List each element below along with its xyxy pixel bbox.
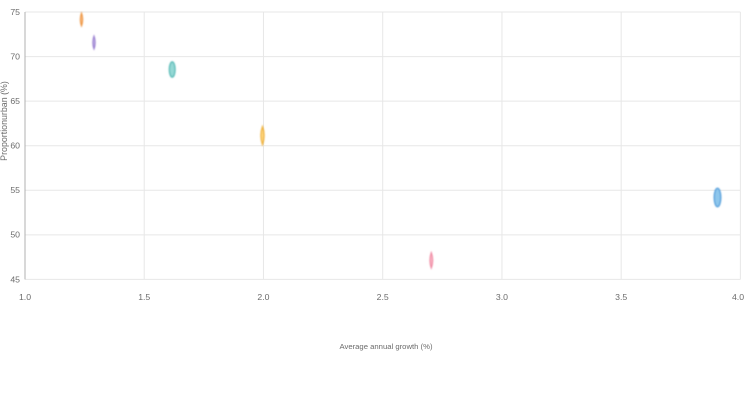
svg-text:70: 70	[10, 52, 20, 62]
svg-text:55: 55	[10, 185, 20, 195]
svg-text:50: 50	[10, 230, 20, 240]
svg-text:2.0: 2.0	[257, 292, 269, 302]
svg-text:Proportionurban (%): Proportionurban (%)	[0, 81, 9, 161]
svg-text:1.5: 1.5	[138, 292, 150, 302]
svg-text:1.0: 1.0	[19, 292, 31, 302]
svg-text:75: 75	[10, 7, 20, 17]
svg-text:Average annual growth (%): Average annual growth (%)	[339, 342, 432, 351]
svg-text:65: 65	[10, 96, 20, 106]
svg-text:60: 60	[10, 141, 20, 151]
svg-text:45: 45	[10, 274, 20, 284]
svg-text:3.0: 3.0	[496, 292, 508, 302]
svg-text:2.5: 2.5	[377, 292, 389, 302]
svg-text:4.0: 4.0	[732, 292, 744, 302]
svg-text:3.5: 3.5	[615, 292, 627, 302]
